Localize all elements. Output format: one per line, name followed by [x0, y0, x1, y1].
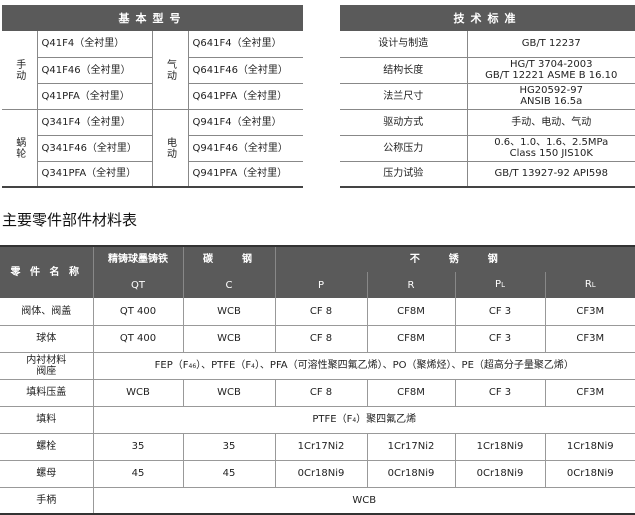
- model-cell: Q941PFA（全衬里）: [188, 161, 303, 187]
- material-code: PL: [455, 272, 545, 298]
- part-name: 阀体、阀盖: [0, 298, 93, 325]
- model-cell: Q41F4（全衬里）: [37, 31, 152, 57]
- standard-value-line: HG/T 3704-2003: [468, 59, 635, 70]
- material-cell: CF3M: [545, 298, 635, 325]
- material-span-cell: WCB: [93, 487, 635, 514]
- model-cell: Q641PFA（全衬里）: [188, 83, 303, 109]
- material-cell: 1Cr18Ni9: [455, 433, 545, 460]
- material-span-cell: FEP（F46）、PTFE（F4）、PFA（可溶性聚四氟乙烯）、PO（聚烯烃）、…: [93, 352, 635, 379]
- material-cell: CF 3: [455, 325, 545, 352]
- standard-value-line: HG20592-97: [468, 85, 635, 96]
- part-name: 填料压盖: [0, 379, 93, 406]
- material-cell: QT 400: [93, 298, 183, 325]
- standard-value-line: GB/T 12237: [468, 38, 635, 49]
- material-cell: WCB: [183, 298, 275, 325]
- material-cell: 0Cr18Ni9: [275, 460, 367, 487]
- model-cell: Q41F46（全衬里）: [37, 57, 152, 83]
- standard-value-line: Class 150 JIS10K: [468, 148, 635, 159]
- header-carbon-steel: 碳 钢: [183, 246, 275, 272]
- standard-value-line: GB/T 12221 ASME B 16.10: [468, 70, 635, 81]
- standard-label: 驱动方式: [340, 109, 467, 135]
- model-cell: Q341F4（全衬里）: [37, 109, 152, 135]
- standard-label: 压力试验: [340, 161, 467, 187]
- material-cell: CF 3: [455, 298, 545, 325]
- drive-label: 气动: [152, 31, 188, 109]
- material-cell: WCB: [183, 379, 275, 406]
- model-cell: Q641F46（全衬里）: [188, 57, 303, 83]
- part-name: 手柄: [0, 487, 93, 514]
- header-part-name: 零 件 名 称: [0, 246, 93, 298]
- material-cell: 0Cr18Ni9: [545, 460, 635, 487]
- header-stainless-steel: 不 锈 钢: [275, 246, 635, 272]
- material-cell: 1Cr17Ni2: [367, 433, 455, 460]
- standard-value-line: GB/T 13927-92 API598: [468, 168, 635, 179]
- part-name: 内衬材料 阀座: [0, 352, 93, 379]
- drive-label: 蜗轮: [2, 109, 37, 187]
- material-code: P: [275, 272, 367, 298]
- drive-label: 电动: [152, 109, 188, 187]
- standard-label: 法兰尺寸: [340, 83, 467, 109]
- standard-value: GB/T 13927-92 API598: [467, 161, 635, 187]
- standard-label: 结构长度: [340, 57, 467, 83]
- basic-models-title: 基本型号: [2, 5, 303, 31]
- material-cell: CF 8: [275, 298, 367, 325]
- model-cell: Q941F4（全衬里）: [188, 109, 303, 135]
- materials-title: 主要零件部件材料表: [2, 209, 137, 230]
- part-name: 螺栓: [0, 433, 93, 460]
- material-cell: CF8M: [367, 379, 455, 406]
- material-cell: CF3M: [545, 325, 635, 352]
- material-cell: CF3M: [545, 379, 635, 406]
- material-code: RL: [545, 272, 635, 298]
- standard-value: GB/T 12237: [467, 31, 635, 57]
- standard-value-line: ANSIB 16.5a: [468, 96, 635, 107]
- material-cell: CF 8: [275, 379, 367, 406]
- material-cell: CF 8: [275, 325, 367, 352]
- standard-label: 设计与制造: [340, 31, 467, 57]
- tech-standards-title: 技术标准: [340, 5, 635, 31]
- material-cell: 35: [93, 433, 183, 460]
- model-cell: Q341F46（全衬里）: [37, 135, 152, 161]
- part-name: 填料: [0, 406, 93, 433]
- model-cell: Q641F4（全衬里）: [188, 31, 303, 57]
- material-cell: CF 3: [455, 379, 545, 406]
- part-name: 球体: [0, 325, 93, 352]
- standard-value-line: 0.6、1.0、1.6、2.5MPa: [468, 137, 635, 148]
- drive-label: 手动: [2, 31, 37, 109]
- material-cell: 35: [183, 433, 275, 460]
- material-cell: CF8M: [367, 298, 455, 325]
- material-span-cell: PTFE（F4）聚四氟乙烯: [93, 406, 635, 433]
- model-cell: Q941F46（全衬里）: [188, 135, 303, 161]
- standard-label: 公称压力: [340, 135, 467, 161]
- model-cell: Q341PFA（全衬里）: [37, 161, 152, 187]
- material-cell: 45: [93, 460, 183, 487]
- material-cell: 0Cr18Ni9: [455, 460, 545, 487]
- material-cell: 1Cr18Ni9: [545, 433, 635, 460]
- material-cell: WCB: [183, 325, 275, 352]
- material-cell: 45: [183, 460, 275, 487]
- material-cell: WCB: [93, 379, 183, 406]
- material-cell: 0Cr18Ni9: [367, 460, 455, 487]
- material-cell: 1Cr17Ni2: [275, 433, 367, 460]
- part-name: 螺母: [0, 460, 93, 487]
- material-cell: CF8M: [367, 325, 455, 352]
- model-cell: Q41PFA（全衬里）: [37, 83, 152, 109]
- material-code: QT: [93, 272, 183, 298]
- header-ductile-iron: 精铸球墨铸铁: [93, 246, 183, 272]
- standard-value: 手动、电动、气动: [467, 109, 635, 135]
- material-cell: QT 400: [93, 325, 183, 352]
- standard-value-line: 手动、电动、气动: [468, 117, 635, 128]
- material-code: R: [367, 272, 455, 298]
- material-code: C: [183, 272, 275, 298]
